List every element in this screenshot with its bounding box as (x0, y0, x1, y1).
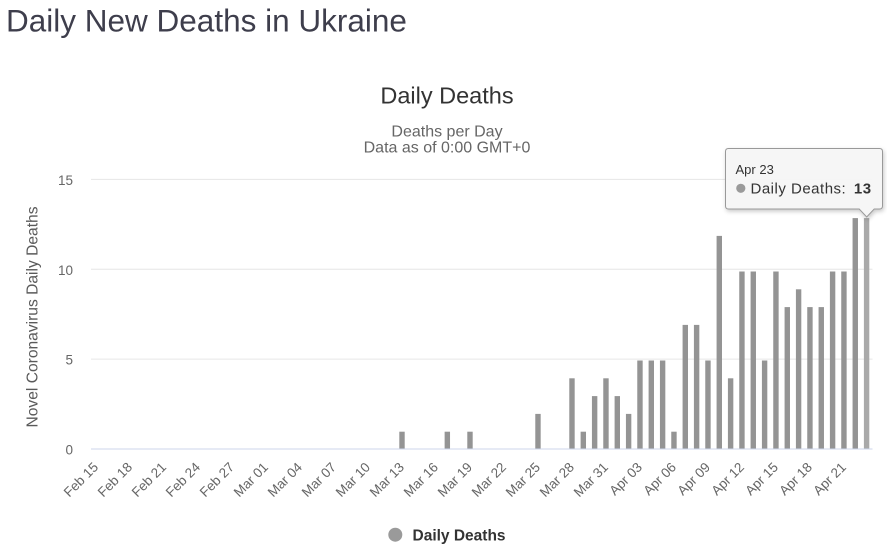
svg-text:0: 0 (65, 443, 73, 458)
svg-text:Daily Deaths: Daily Deaths (380, 83, 513, 109)
svg-text:Novel Coronavirus Daily Deaths: Novel Coronavirus Daily Deaths (25, 206, 42, 427)
svg-text:5: 5 (65, 353, 73, 368)
svg-text:Daily Deaths: Daily Deaths (413, 528, 506, 545)
svg-text:15: 15 (58, 173, 73, 188)
svg-text:Deaths per Day: Deaths per Day (391, 124, 502, 141)
svg-text:Data as of 0:00 GMT+0: Data as of 0:00 GMT+0 (364, 140, 531, 157)
svg-text:10: 10 (58, 263, 73, 278)
svg-text:Daily New Deaths in Ukraine: Daily New Deaths in Ukraine (6, 3, 407, 39)
svg-text:Apr 23: Apr 23 (736, 162, 774, 177)
svg-text:Daily Deaths: 13: Daily Deaths: 13 (751, 181, 872, 198)
